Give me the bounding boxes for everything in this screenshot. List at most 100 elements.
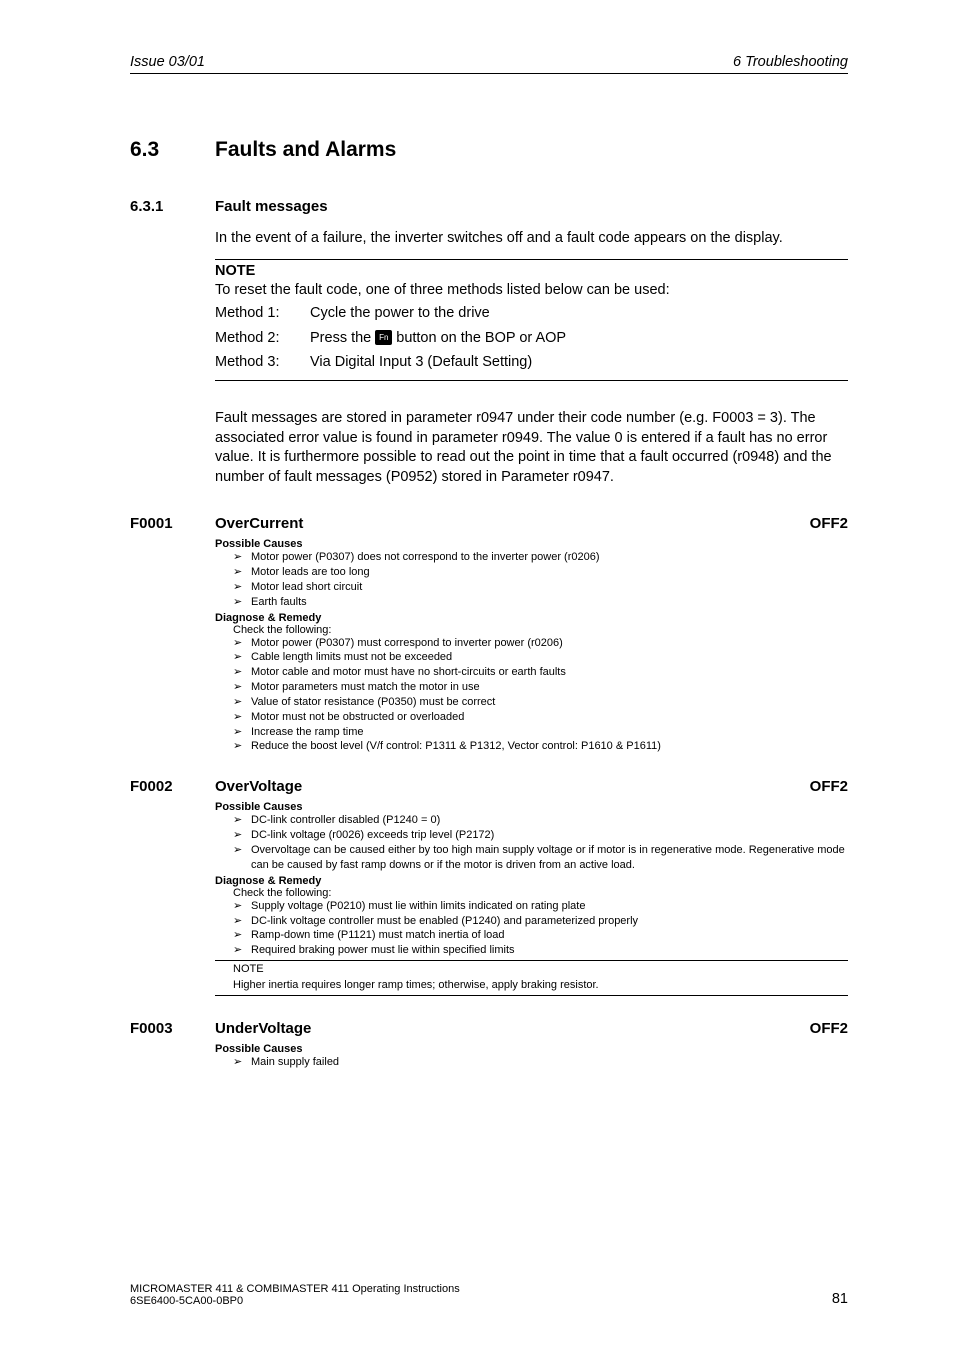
remedy-heading: Diagnose & Remedy bbox=[215, 612, 848, 624]
header-right: 6 Troubleshooting bbox=[733, 54, 848, 70]
subsection-title: Fault messages bbox=[215, 198, 328, 215]
bullet-icon: ➢ bbox=[233, 1055, 251, 1070]
fault-detail: Possible Causes➢Main supply failed bbox=[215, 1043, 848, 1070]
cause-text: Overvoltage can be caused either by too … bbox=[251, 843, 848, 873]
bullet-icon: ➢ bbox=[233, 636, 251, 651]
remedy-item: ➢Ramp-down time (P1121) must match inert… bbox=[233, 928, 848, 943]
remedy-item: ➢Motor power (P0307) must correspond to … bbox=[233, 636, 848, 651]
remedy-item: ➢DC-link voltage controller must be enab… bbox=[233, 914, 848, 929]
fault-detail: Possible Causes➢DC-link controller disab… bbox=[215, 801, 848, 996]
inner-note-text: Higher inertia requires longer ramp time… bbox=[233, 979, 848, 991]
cause-text: Motor leads are too long bbox=[251, 565, 848, 580]
bullet-icon: ➢ bbox=[233, 928, 251, 943]
remedy-subline: Check the following: bbox=[233, 624, 848, 636]
bullet-icon: ➢ bbox=[233, 665, 251, 680]
remedy-text: Motor power (P0307) must correspond to i… bbox=[251, 636, 848, 651]
page-footer: MICROMASTER 411 & COMBIMASTER 411 Operat… bbox=[130, 1283, 848, 1307]
note-box: NOTE To reset the fault code, one of thr… bbox=[215, 259, 848, 381]
cause-item: ➢Motor power (P0307) does not correspond… bbox=[233, 550, 848, 565]
bullet-icon: ➢ bbox=[233, 565, 251, 580]
fault-code: F0002 bbox=[130, 778, 215, 795]
remedy-text: Supply voltage (P0210) must lie within l… bbox=[251, 899, 848, 914]
method-post: button on the BOP or AOP bbox=[396, 326, 566, 351]
fault-name: OverCurrent bbox=[215, 515, 810, 532]
cause-item: ➢DC-link controller disabled (P1240 = 0) bbox=[233, 813, 848, 828]
cause-item: ➢Motor lead short circuit bbox=[233, 580, 848, 595]
bullet-icon: ➢ bbox=[233, 580, 251, 595]
faults-container: F0001OverCurrentOFF2Possible Causes➢Moto… bbox=[130, 515, 848, 1070]
inner-note-label: NOTE bbox=[233, 963, 848, 975]
method-pre: Press the bbox=[310, 326, 371, 351]
footer-left: MICROMASTER 411 & COMBIMASTER 411 Operat… bbox=[130, 1283, 460, 1307]
fault-detail: Possible Causes➢Motor power (P0307) does… bbox=[215, 538, 848, 754]
cause-item: ➢Earth faults bbox=[233, 595, 848, 610]
bullet-icon: ➢ bbox=[233, 695, 251, 710]
remedy-item: ➢Value of stator resistance (P0350) must… bbox=[233, 695, 848, 710]
remedy-item: ➢Increase the ramp time bbox=[233, 725, 848, 740]
remedy-text: Motor cable and motor must have no short… bbox=[251, 665, 848, 680]
remedy-item: ➢Cable length limits must not be exceede… bbox=[233, 650, 848, 665]
fault-name: UnderVoltage bbox=[215, 1020, 810, 1037]
bullet-icon: ➢ bbox=[233, 710, 251, 725]
causes-heading: Possible Causes bbox=[215, 538, 848, 550]
remedy-text: Motor must not be obstructed or overload… bbox=[251, 710, 848, 725]
fault-heading-row: F0001OverCurrentOFF2 bbox=[130, 515, 848, 532]
method-text: Via Digital Input 3 (Default Setting) bbox=[310, 350, 532, 375]
remedy-item: ➢Motor must not be obstructed or overloa… bbox=[233, 710, 848, 725]
fn-button-icon: Fn bbox=[375, 330, 392, 345]
remedy-item: ➢Motor parameters must match the motor i… bbox=[233, 680, 848, 695]
method-text: Cycle the power to the drive bbox=[310, 301, 490, 326]
method-row-2: Method 2: Press the Fn button on the BOP… bbox=[215, 326, 848, 351]
bullet-icon: ➢ bbox=[233, 914, 251, 929]
method-text: Press the Fn button on the BOP or AOP bbox=[310, 326, 566, 351]
remedy-subline: Check the following: bbox=[233, 887, 848, 899]
fault-code: F0003 bbox=[130, 1020, 215, 1037]
fault-heading-row: F0003UnderVoltageOFF2 bbox=[130, 1020, 848, 1037]
method-row-3: Method 3: Via Digital Input 3 (Default S… bbox=[215, 350, 848, 375]
fault-off: OFF2 bbox=[810, 515, 848, 532]
method-label: Method 2: bbox=[215, 326, 310, 351]
method-row-1: Method 1: Cycle the power to the drive bbox=[215, 301, 848, 326]
page-container: Issue 03/01 6 Troubleshooting 6.3 Faults… bbox=[0, 0, 954, 1070]
cause-item: ➢DC-link voltage (r0026) exceeds trip le… bbox=[233, 828, 848, 843]
note-label: NOTE bbox=[215, 263, 848, 279]
bullet-icon: ➢ bbox=[233, 650, 251, 665]
bullet-icon: ➢ bbox=[233, 828, 251, 843]
remedy-heading: Diagnose & Remedy bbox=[215, 875, 848, 887]
section-heading: 6.3 Faults and Alarms bbox=[130, 138, 848, 162]
remedy-text: Value of stator resistance (P0350) must … bbox=[251, 695, 848, 710]
bullet-icon: ➢ bbox=[233, 899, 251, 914]
method-label: Method 1: bbox=[215, 301, 310, 326]
remedy-text: Required braking power must lie within s… bbox=[251, 943, 848, 958]
remedy-text: Ramp-down time (P1121) must match inerti… bbox=[251, 928, 848, 943]
fault-code: F0001 bbox=[130, 515, 215, 532]
subsection-number: 6.3.1 bbox=[130, 198, 215, 215]
remedy-text: Reduce the boost level (V/f control: P13… bbox=[251, 739, 848, 754]
fault-off: OFF2 bbox=[810, 778, 848, 795]
footer-page-number: 81 bbox=[832, 1291, 848, 1307]
remedy-text: Cable length limits must not be exceeded bbox=[251, 650, 848, 665]
bullet-icon: ➢ bbox=[233, 595, 251, 610]
header-left: Issue 03/01 bbox=[130, 54, 205, 70]
causes-heading: Possible Causes bbox=[215, 801, 848, 813]
cause-text: Motor power (P0307) does not correspond … bbox=[251, 550, 848, 565]
bullet-icon: ➢ bbox=[233, 680, 251, 695]
cause-item: ➢Main supply failed bbox=[233, 1055, 848, 1070]
cause-text: DC-link controller disabled (P1240 = 0) bbox=[251, 813, 848, 828]
cause-item: ➢Overvoltage can be caused either by too… bbox=[233, 843, 848, 873]
fault-off: OFF2 bbox=[810, 1020, 848, 1037]
causes-heading: Possible Causes bbox=[215, 1043, 848, 1055]
method-label: Method 3: bbox=[215, 350, 310, 375]
footer-line2: 6SE6400-5CA00-0BP0 bbox=[130, 1295, 460, 1307]
cause-text: Earth faults bbox=[251, 595, 848, 610]
cause-text: DC-link voltage (r0026) exceeds trip lev… bbox=[251, 828, 848, 843]
intro-text: In the event of a failure, the inverter … bbox=[215, 229, 848, 249]
remedy-item: ➢Motor cable and motor must have no shor… bbox=[233, 665, 848, 680]
remedy-text: Increase the ramp time bbox=[251, 725, 848, 740]
remedy-text: Motor parameters must match the motor in… bbox=[251, 680, 848, 695]
cause-item: ➢Motor leads are too long bbox=[233, 565, 848, 580]
subsection-heading: 6.3.1 Fault messages bbox=[130, 198, 848, 215]
bullet-icon: ➢ bbox=[233, 943, 251, 958]
cause-text: Main supply failed bbox=[251, 1055, 848, 1070]
note-text: To reset the fault code, one of three me… bbox=[215, 279, 848, 301]
